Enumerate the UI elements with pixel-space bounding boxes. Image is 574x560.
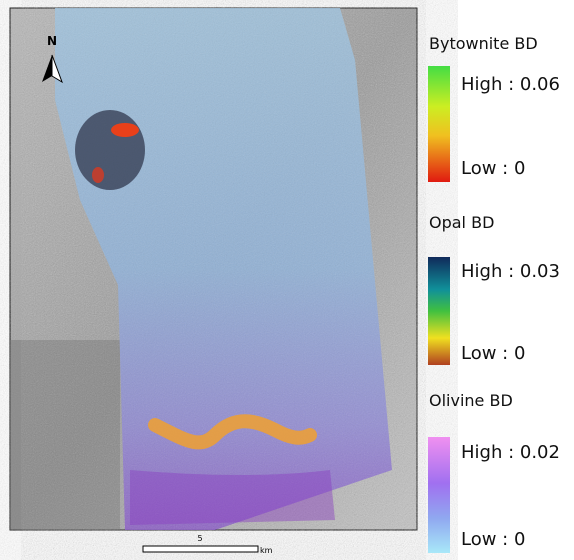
legend-low: Low : 0 [461, 529, 525, 550]
legend-high: High : 0.06 [461, 74, 560, 95]
legend-title: Opal BD [429, 213, 494, 232]
legend-low: Low : 0 [461, 158, 525, 179]
legend-ramp [428, 437, 450, 553]
legend-title: Olivine BD [429, 391, 513, 410]
bytownite-patch [92, 167, 104, 183]
legend-title: Bytownite BD [429, 34, 538, 53]
scale-bar: 5 km [143, 534, 273, 555]
north-label: N [47, 34, 57, 48]
dark-area [75, 110, 145, 190]
legend-high: High : 0.03 [461, 261, 560, 282]
bytownite-patch [111, 123, 139, 137]
legend-ramp [428, 66, 450, 182]
figure: N 5 km Bytownite BD High : 0.06 Low : 0 … [0, 0, 574, 560]
legend-ramp [428, 257, 450, 365]
scale-unit: km [260, 546, 273, 555]
dark-terrain [10, 340, 120, 530]
legend-low: Low : 0 [461, 343, 525, 364]
olivine-area [130, 470, 335, 525]
scale-value: 5 [197, 534, 202, 543]
legend-high: High : 0.02 [461, 442, 560, 463]
